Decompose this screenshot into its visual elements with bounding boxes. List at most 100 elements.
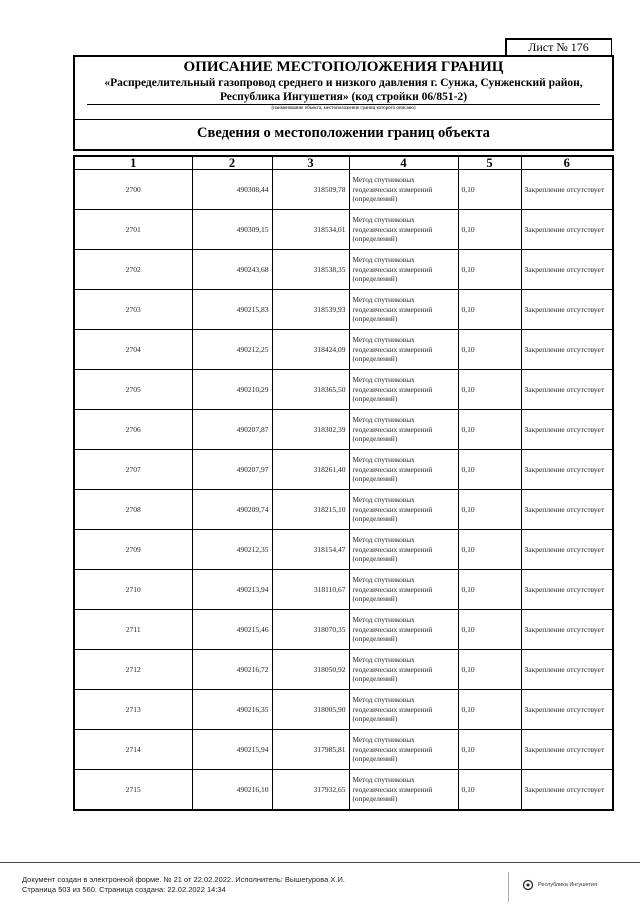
section-title: Сведения о местоположении границ объекта [75,119,612,146]
x-coordinate: 490209,74 [191,489,273,530]
marker-description: Закрепление отсутствует [520,689,614,730]
method: Метод спутниковых геодезических измерени… [348,169,459,210]
accuracy: 0,10 [457,489,522,530]
y-coordinate: 318154,47 [271,529,350,570]
point-number: 2711 [73,609,193,650]
column-header: 4 [348,155,459,170]
footer-logo: Республика Ингушетия [522,879,597,891]
document-title: ОПИСАНИЕ МЕСТОПОЛОЖЕНИЯ ГРАНИЦ [183,59,504,75]
method: Метод спутниковых геодезических измерени… [348,329,459,370]
accuracy: 0,10 [457,769,522,811]
x-coordinate: 490213,94 [191,569,273,610]
table-row: 2706 490207,87 318302,39 Метод спутниковых … [73,409,614,450]
marker-description: Закрепление отсутствует [520,249,614,290]
point-number: 2710 [73,569,193,610]
accuracy: 0,10 [457,409,522,450]
y-coordinate: 318424,09 [271,329,350,370]
point-number: 2703 [73,289,193,330]
table-row: 2708 490209,74 318215,10 Метод спутниковых … [73,489,614,530]
x-coordinate: 490207,87 [191,409,273,450]
marker-description: Закрепление отсутствует [520,769,614,811]
accuracy: 0,10 [457,369,522,410]
method: Метод спутниковых геодезических измерени… [348,409,459,450]
y-coordinate: 317985,81 [271,729,350,770]
y-coordinate: 318110,67 [271,569,350,610]
accuracy: 0,10 [457,569,522,610]
point-number: 2704 [73,329,193,370]
point-number: 2700 [73,169,193,210]
marker-description: Закрепление отсутствует [520,529,614,570]
point-number: 2714 [73,729,193,770]
header-box: ОПИСАНИЕ МЕСТОПОЛОЖЕНИЯ ГРАНИЦ «Распреде… [73,55,614,151]
x-coordinate: 490215,94 [191,729,273,770]
table-row: 2702 490243,68 318538,35 Метод спутниковых … [73,249,614,290]
accuracy: 0,10 [457,689,522,730]
method: Метод спутниковых геодезических измерени… [348,209,459,250]
point-number: 2707 [73,449,193,490]
point-number: 2715 [73,769,193,811]
x-coordinate: 490309,15 [191,209,273,250]
y-coordinate: 318538,35 [271,249,350,290]
y-coordinate: 318534,01 [271,209,350,250]
x-coordinate: 490215,46 [191,609,273,650]
column-header: 5 [457,155,522,170]
method: Метод спутниковых геодезических измерени… [348,369,459,410]
marker-description: Закрепление отсутствует [520,729,614,770]
method: Метод спутниковых геодезических измерени… [348,529,459,570]
accuracy: 0,10 [457,609,522,650]
table-row: 2715 490216,10 317932,65 Метод спутниковых … [73,769,614,811]
marker-description: Закрепление отсутствует [520,449,614,490]
column-header: 6 [520,155,614,170]
y-coordinate: 318509,78 [271,169,350,210]
point-number: 2712 [73,649,193,690]
marker-description: Закрепление отсутствует [520,329,614,370]
method: Метод спутниковых геодезических измерени… [348,249,459,290]
method: Метод спутниковых геодезических измерени… [348,649,459,690]
marker-description: Закрепление отсутствует [520,209,614,250]
method: Метод спутниковых геодезических измерени… [348,769,459,811]
accuracy: 0,10 [457,649,522,690]
table-row: 2714 490215,94 317985,81 Метод спутниковых … [73,729,614,770]
marker-description: Закрепление отсутствует [520,369,614,410]
x-coordinate: 490210,29 [191,369,273,410]
y-coordinate: 318005,90 [271,689,350,730]
point-number: 2709 [73,529,193,570]
table-row: 2704 490212,25 318424,09 Метод спутниковых … [73,329,614,370]
object-name-line1: «Распределительный газопровод среднего и… [104,77,583,89]
accuracy: 0,10 [457,529,522,570]
point-number: 2708 [73,489,193,530]
y-coordinate: 318261,40 [271,449,350,490]
method: Метод спутниковых геодезических измерени… [348,289,459,330]
column-header: 1 [73,155,193,170]
x-coordinate: 490216,72 [191,649,273,690]
method: Метод спутниковых геодезических измерени… [348,729,459,770]
accuracy: 0,10 [457,729,522,770]
y-coordinate: 318070,35 [271,609,350,650]
x-coordinate: 490216,35 [191,689,273,730]
point-number: 2713 [73,689,193,730]
sheet-number: Лист № 176 [505,38,612,56]
table-row: 2711 490215,46 318070,35 Метод спутниковых … [73,609,614,650]
object-note: (наименование объекта, местоположение гр… [271,106,416,111]
accuracy: 0,10 [457,289,522,330]
point-number: 2702 [73,249,193,290]
table-row: 2705 490210,29 318365,50 Метод спутниковых … [73,369,614,410]
y-coordinate: 317932,65 [271,769,350,811]
method: Метод спутниковых геодезических измерени… [348,689,459,730]
point-number: 2701 [73,209,193,250]
column-header: 2 [191,155,273,170]
table-row: 2703 490215,83 318539,93 Метод спутниковых … [73,289,614,330]
marker-description: Закрепление отсутствует [520,169,614,210]
marker-description: Закрепление отсутствует [520,289,614,330]
y-coordinate: 318050,92 [271,649,350,690]
emblem-icon [522,879,534,891]
accuracy: 0,10 [457,449,522,490]
footer-separator [508,872,509,902]
footer-text: Документ создан в электронной форме. № 2… [22,875,345,895]
x-coordinate: 490207,97 [191,449,273,490]
y-coordinate: 318365,50 [271,369,350,410]
y-coordinate: 318302,39 [271,409,350,450]
accuracy: 0,10 [457,249,522,290]
point-number: 2706 [73,409,193,450]
